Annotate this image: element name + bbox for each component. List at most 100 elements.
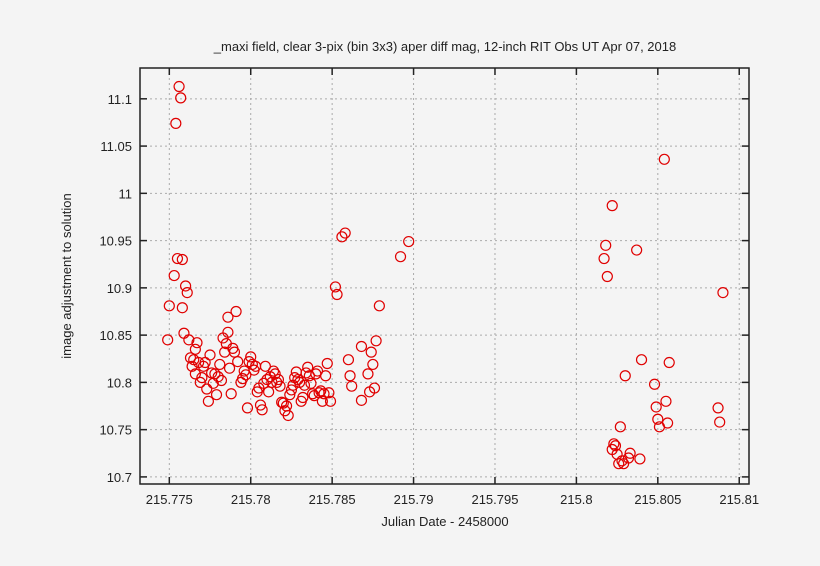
data-point [303,370,315,382]
data-point [222,311,234,323]
data-point [614,421,626,433]
data-point [183,334,195,346]
data-point [648,378,661,390]
y-tick-label: 11.1 [108,92,132,107]
data-point [274,380,286,392]
data-point [176,302,188,314]
y-tick-label: 10.8 [107,375,132,390]
data-point [331,288,343,301]
data-point [202,395,214,407]
data-point [403,235,415,248]
data-point [652,413,664,425]
data-point [318,388,330,400]
data-point [717,286,729,299]
data-point [277,397,289,409]
data-point [258,377,270,389]
data-point [230,305,242,318]
data-point [315,385,327,397]
data-point [305,377,317,389]
x-tick-label: 215.775 [146,492,193,507]
data-point [189,343,201,355]
data-point [661,417,674,429]
data-point [598,252,610,265]
y-axis-ticks: 10.7 10.75 10.8 10.85 10.9 10.95 11 11.05 11.1 [99,92,749,485]
data-point [232,355,244,368]
data-point [215,374,228,387]
data-point [269,368,281,380]
data-point [175,92,187,104]
data-point [302,361,314,373]
data-point [344,370,356,382]
data-point [222,326,234,338]
data-point [307,388,319,400]
y-tick-label: 10.9 [107,281,132,296]
data-point [373,300,385,312]
data-point [212,371,224,383]
data-point [320,370,332,382]
data-point [223,362,236,374]
data-point [650,401,662,413]
data-point [285,384,298,396]
data-point [311,365,324,377]
data-point [606,200,618,212]
data-point [170,117,182,129]
data-point [236,373,249,385]
data-point [394,251,407,263]
data-point [323,387,335,399]
data-point [171,252,184,265]
x-tick-label: 215.81 [719,492,759,507]
data-point [245,351,257,363]
data-point [714,416,726,428]
data-point [168,269,180,282]
data-point [173,80,185,93]
plot-frame [139,67,750,485]
data-points [162,80,729,470]
data-point [256,404,268,416]
data-point [712,402,724,414]
data-point [241,402,254,414]
data-point [240,369,252,381]
x-axis-ticks: 215.775 215.78 215.785 215.79 215.795 215.8 21… [146,68,759,507]
data-point [254,399,267,411]
data-point [355,340,368,353]
data-point [272,373,285,386]
data-point [619,370,631,382]
y-tick-label: 10.7 [107,470,132,485]
data-point [658,153,670,165]
data-point [210,389,223,401]
x-tick-label: 215.8 [560,492,593,507]
data-point [329,281,342,293]
x-tick-label: 215.79 [394,492,434,507]
data-point [176,253,188,266]
data-point [298,379,311,391]
x-tick-label: 215.795 [471,492,518,507]
x-tick-label: 215.785 [309,492,356,507]
x-axis-label: Julian Date - 2458000 [381,514,508,529]
data-point [339,227,351,239]
data-point [624,447,636,459]
data-point [635,354,648,366]
data-point [214,358,226,371]
data-point [622,452,635,464]
data-point [613,458,625,470]
data-point [631,244,643,256]
data-point [346,380,358,392]
data-point [336,231,348,243]
data-point [660,395,672,407]
data-point [355,394,368,406]
x-tick-label: 215.78 [231,492,271,507]
data-point [324,395,337,407]
data-point [209,368,221,380]
data-point [316,395,328,407]
data-point [162,334,174,346]
data-point [608,438,620,450]
data-point [194,376,206,388]
data-point [186,360,198,372]
data-point [342,354,355,366]
data-point [609,440,622,452]
chart-title: _maxi field, clear 3-pix (bin 3x3) aper … [213,39,676,54]
data-point [204,349,216,361]
data-point [370,335,382,347]
